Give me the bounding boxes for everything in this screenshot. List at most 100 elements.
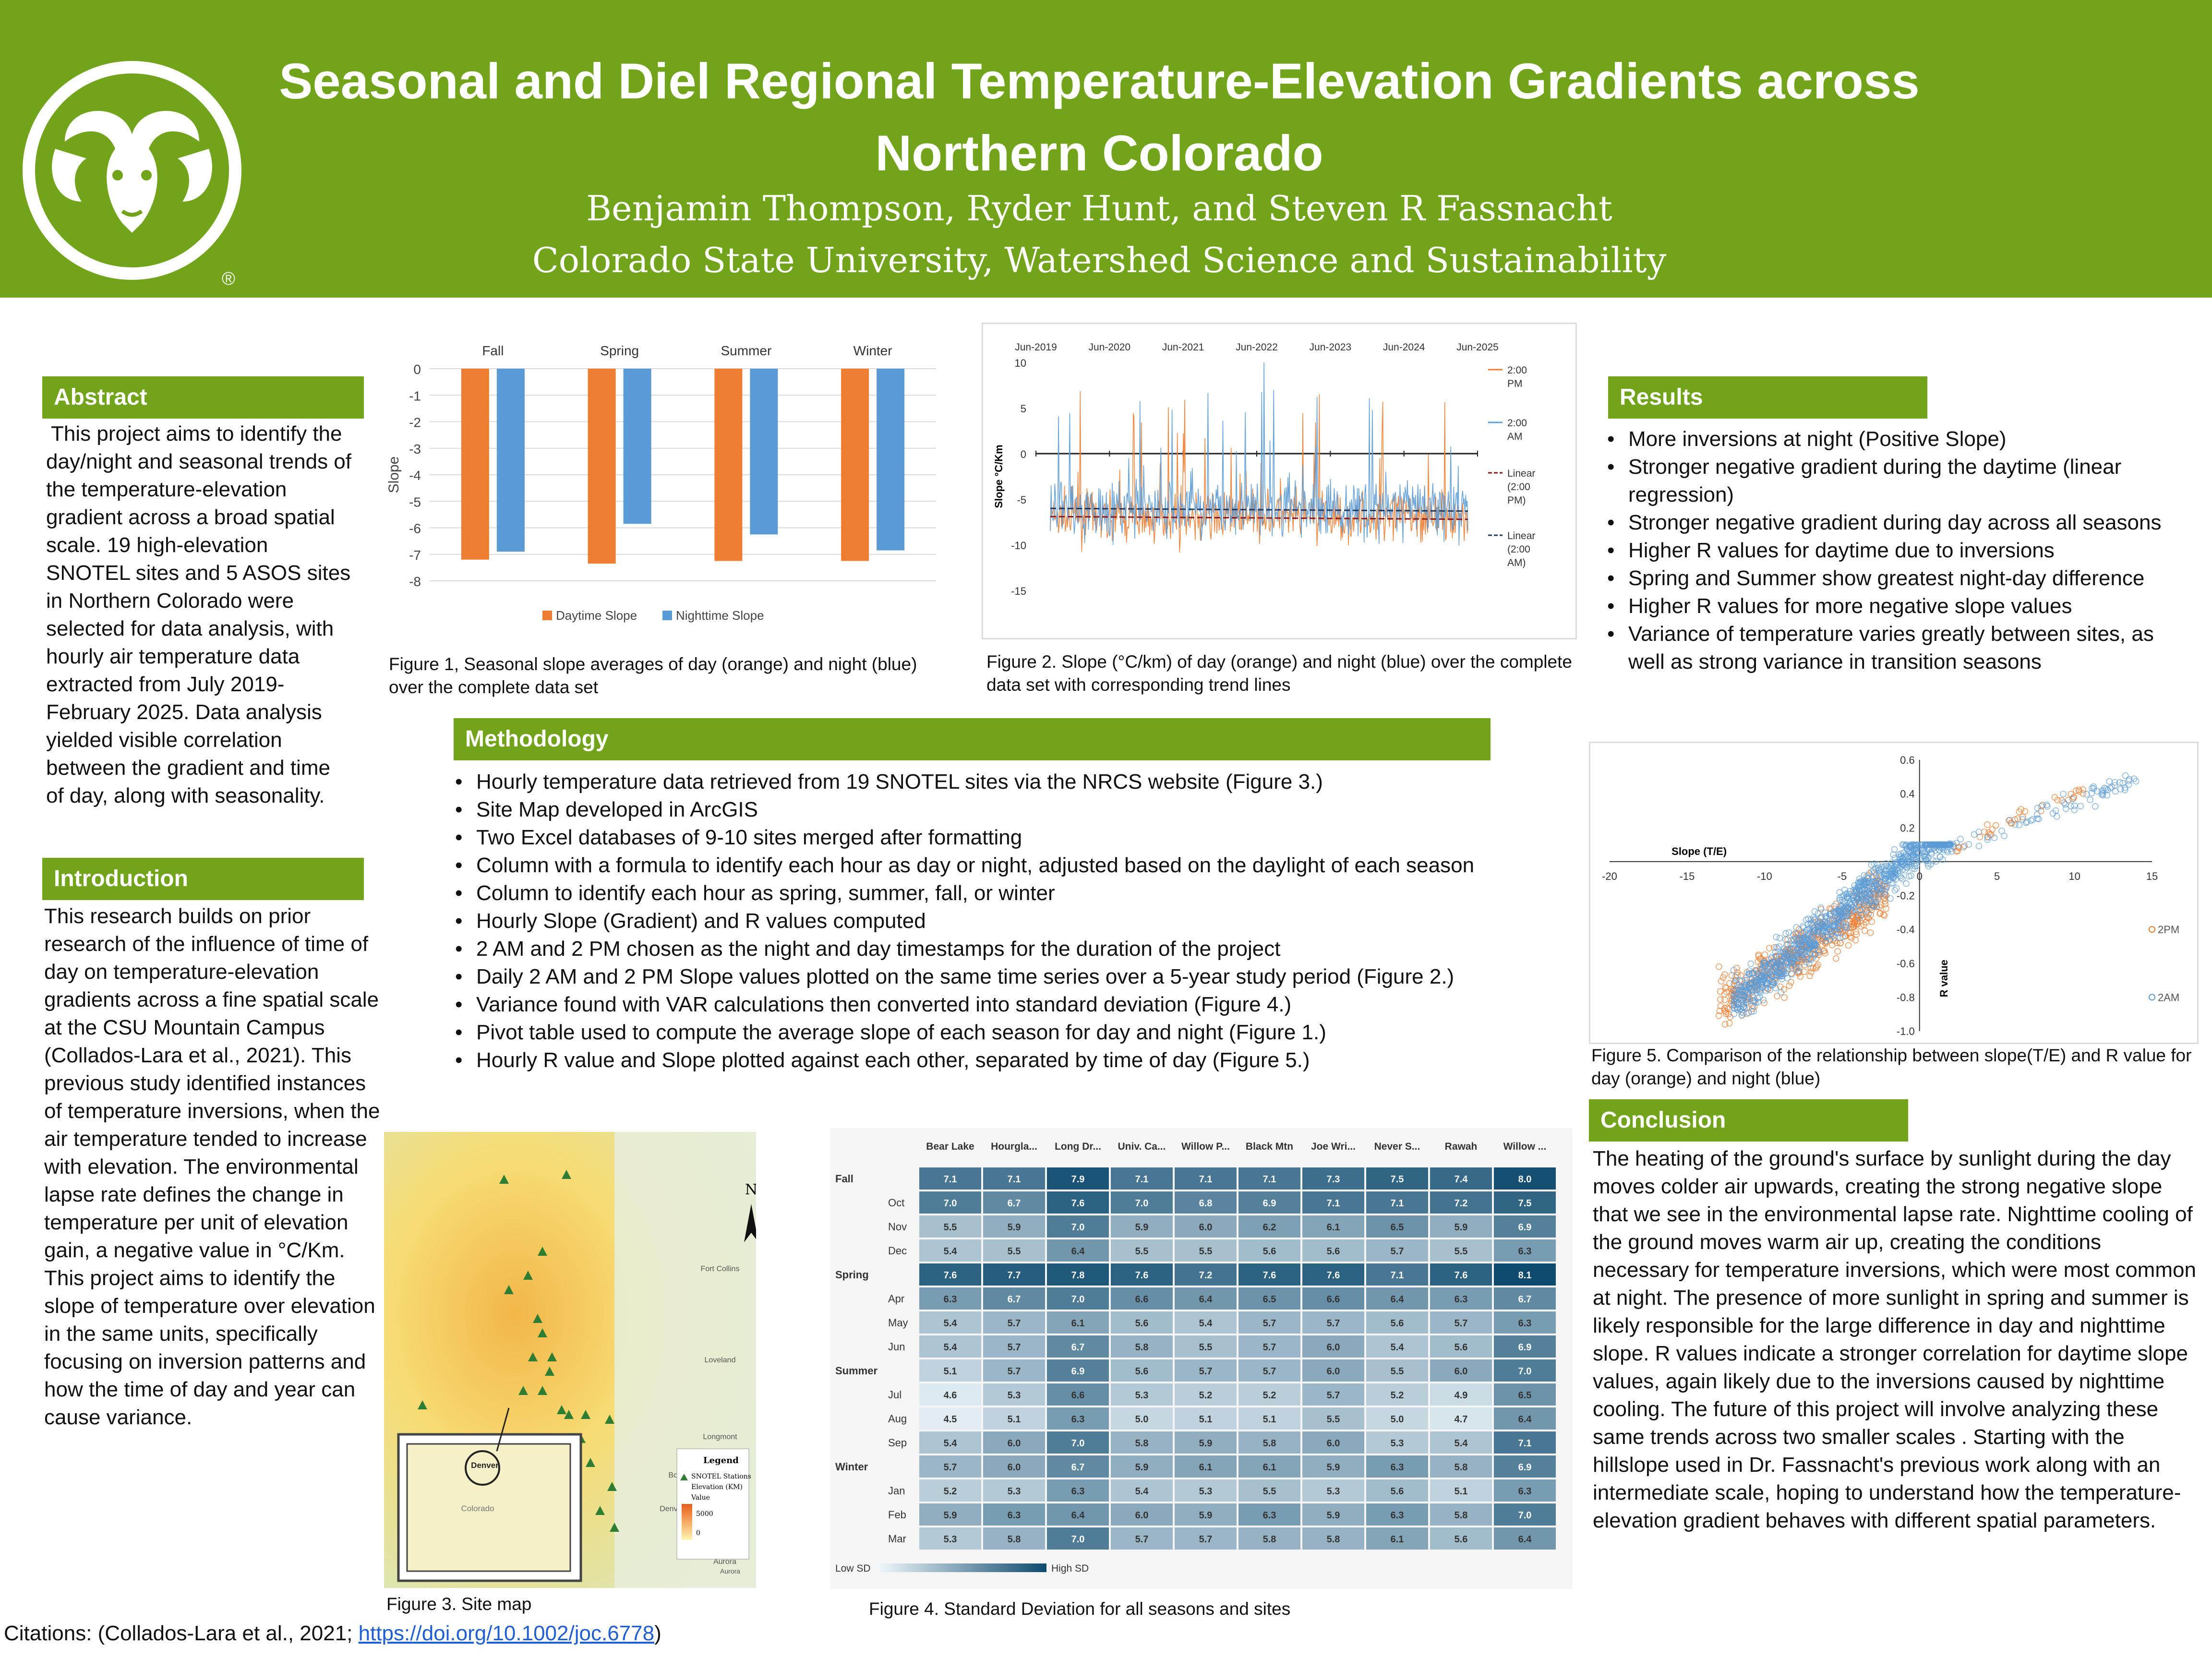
cell-value: 6.0 <box>1327 1342 1340 1353</box>
snotel-station-icon <box>605 1415 614 1424</box>
heatmap-cell <box>1366 1407 1428 1430</box>
heatmap-cell <box>1366 1359 1428 1382</box>
point-2am <box>2087 796 2093 803</box>
point-2pm <box>1828 941 1836 949</box>
point-2am <box>1888 869 1895 877</box>
category-label: Summer <box>721 343 771 358</box>
legend-label: Linear <box>1507 468 1535 479</box>
heatmap-cell <box>1494 1431 1556 1454</box>
point-2am <box>1774 969 1781 976</box>
point-2am <box>1797 949 1804 955</box>
point-2am <box>1905 855 1912 862</box>
heatmap-cell <box>919 1167 981 1190</box>
cell-value: 6.4 <box>1518 1534 1532 1545</box>
heatmap-cell <box>983 1359 1045 1382</box>
figure-2-caption: Figure 2. Slope (°C/km) of day (orange) … <box>986 652 1572 695</box>
place-label: Loveland <box>705 1356 736 1364</box>
point-2am <box>1925 863 1932 870</box>
point-2pm <box>1716 963 1722 970</box>
heatmap-cell <box>1175 1431 1237 1454</box>
snotel-station-icon <box>528 1352 538 1361</box>
point-2am <box>1900 841 1907 848</box>
point-2am <box>1912 845 1920 852</box>
legend-item: 5000 <box>696 1510 713 1518</box>
heatmap-cell <box>1366 1239 1428 1262</box>
figure-1-caption: Figure 1, Seasonal slope averages of day… <box>389 654 917 697</box>
point-2pm <box>1854 918 1861 925</box>
point-2am <box>1782 936 1789 943</box>
cell-value: 6.0 <box>1327 1366 1340 1377</box>
author-names: Benjamin Thompson, Ryder Hunt, and Steve… <box>586 188 1612 228</box>
point-2am <box>2132 778 2140 785</box>
heatmap-cell <box>1494 1527 1556 1550</box>
heatmap-cell <box>919 1359 981 1382</box>
point-2pm <box>1717 1002 1724 1010</box>
point-2am <box>1867 891 1875 898</box>
point-2am <box>1790 936 1797 943</box>
y-tick-label: 10 <box>1015 357 1026 369</box>
point-2am <box>1740 993 1747 999</box>
point-2am <box>1881 863 1888 870</box>
heatmap-cell <box>1302 1239 1364 1262</box>
row-label: Winter <box>835 1461 868 1473</box>
point-2pm <box>2076 788 2083 795</box>
point-2pm <box>2073 787 2080 794</box>
point-2am <box>1936 841 1943 848</box>
heatmap-cell <box>1111 1263 1173 1286</box>
series-2am-line <box>1050 362 1468 546</box>
cell-value: 4.5 <box>944 1414 957 1425</box>
legend-label: (2:00 <box>1507 481 1530 493</box>
bar-day <box>841 369 869 561</box>
cell-value: 6.1 <box>1391 1534 1404 1545</box>
point-2am <box>1801 948 1808 955</box>
figure-3-site-map: Fort CollinsLovelandLongmontBoulderDenve… <box>384 1132 756 1588</box>
cell-value: 5.3 <box>1391 1438 1404 1449</box>
cell-value: 5.4 <box>944 1438 958 1449</box>
point-2am <box>2111 782 2118 789</box>
point-2pm <box>1721 971 1728 978</box>
heatmap-cell <box>1494 1479 1556 1502</box>
cell-value: 6.4 <box>1391 1294 1405 1305</box>
point-2am <box>1984 836 1991 843</box>
point-2am <box>1772 949 1779 956</box>
point-2am <box>1869 874 1876 880</box>
point-2am <box>1887 873 1894 880</box>
point-2am <box>1903 880 1910 887</box>
point-2am <box>1788 946 1795 952</box>
row-label: May <box>888 1317 908 1329</box>
cell-value: 7.5 <box>1518 1198 1532 1209</box>
citation-prefix: Citations: (Collados-Lara et al., 2021; <box>4 1622 359 1645</box>
heatmap-cell <box>919 1239 981 1262</box>
cell-value: 6.0 <box>1135 1510 1149 1521</box>
cell-value: 5.6 <box>1135 1318 1149 1329</box>
point-2am <box>1882 860 1889 867</box>
point-2am <box>1790 949 1797 956</box>
point-2pm <box>1848 935 1855 941</box>
legend-label: AM) <box>1507 557 1526 568</box>
point-2pm <box>1882 891 1889 898</box>
point-2am <box>1898 853 1905 860</box>
cell-value: 5.7 <box>1391 1246 1404 1257</box>
point-2am <box>1844 905 1851 912</box>
citation-doi-link[interactable]: https://doi.org/10.1002/joc.6778 <box>358 1622 655 1645</box>
cell-value: 5.5 <box>1135 1246 1149 1257</box>
point-2am <box>1906 858 1912 865</box>
point-2am <box>1773 965 1780 972</box>
cell-value: 5.9 <box>1199 1438 1213 1449</box>
point-2am <box>1852 899 1859 906</box>
row-label: Sep <box>888 1437 907 1449</box>
point-2am <box>1750 994 1757 1001</box>
cell-value: 6.6 <box>1071 1390 1085 1401</box>
point-2am <box>2117 786 2124 793</box>
cell-value: 6.3 <box>1518 1318 1532 1329</box>
heatmap-cell <box>1238 1263 1300 1286</box>
cell-value: 5.8 <box>1455 1462 1468 1473</box>
point-2am <box>1903 864 1911 871</box>
point-2pm <box>1774 993 1780 999</box>
heatmap-cell <box>1302 1455 1364 1478</box>
point-2am <box>1908 872 1914 879</box>
point-2pm <box>1880 911 1887 918</box>
sd-color-ramp <box>878 1563 1046 1572</box>
heatmap-cell <box>1302 1311 1364 1334</box>
snotel-station-icon <box>538 1386 547 1395</box>
